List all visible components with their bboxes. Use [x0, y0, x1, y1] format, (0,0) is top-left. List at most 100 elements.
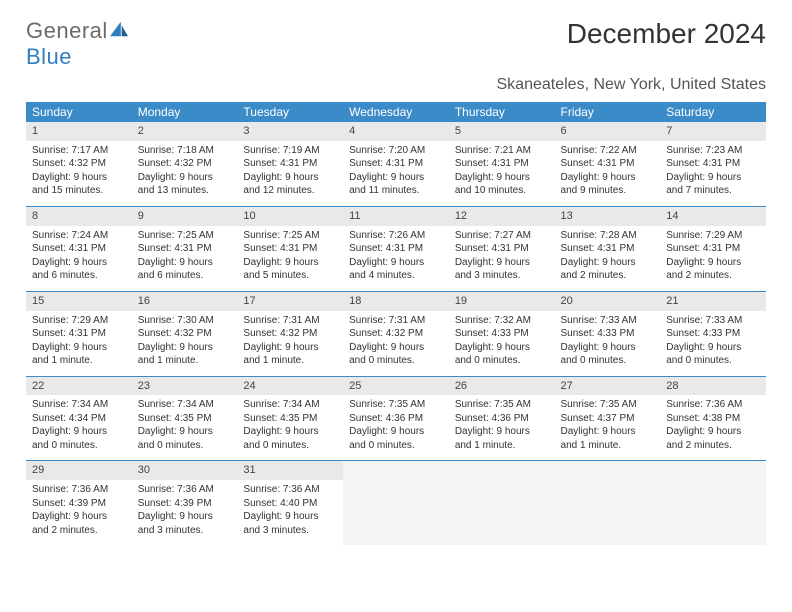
- daylight-text: Daylight: 9 hours and 11 minutes.: [349, 171, 443, 198]
- daylight-text: Daylight: 9 hours and 0 minutes.: [32, 425, 126, 452]
- calendar-cell: 27Sunrise: 7:35 AMSunset: 4:37 PMDayligh…: [555, 376, 661, 461]
- sunrise-text: Sunrise: 7:23 AM: [666, 144, 760, 158]
- day-body: Sunrise: 7:35 AMSunset: 4:36 PMDaylight:…: [449, 395, 555, 460]
- sunset-text: Sunset: 4:33 PM: [455, 327, 549, 341]
- calendar-cell: 17Sunrise: 7:31 AMSunset: 4:32 PMDayligh…: [237, 291, 343, 376]
- sunset-text: Sunset: 4:34 PM: [32, 412, 126, 426]
- sunset-text: Sunset: 4:31 PM: [666, 157, 760, 171]
- calendar-cell: 13Sunrise: 7:28 AMSunset: 4:31 PMDayligh…: [555, 206, 661, 291]
- calendar-cell: 6Sunrise: 7:22 AMSunset: 4:31 PMDaylight…: [555, 122, 661, 206]
- day-body: Sunrise: 7:22 AMSunset: 4:31 PMDaylight:…: [555, 141, 661, 206]
- day-number: 26: [449, 377, 555, 396]
- day-number: 9: [132, 207, 238, 226]
- day-body: Sunrise: 7:21 AMSunset: 4:31 PMDaylight:…: [449, 141, 555, 206]
- day-body: Sunrise: 7:36 AMSunset: 4:38 PMDaylight:…: [660, 395, 766, 460]
- day-number: 11: [343, 207, 449, 226]
- daylight-text: Daylight: 9 hours and 4 minutes.: [349, 256, 443, 283]
- daylight-text: Daylight: 9 hours and 2 minutes.: [561, 256, 655, 283]
- daylight-text: Daylight: 9 hours and 0 minutes.: [561, 341, 655, 368]
- day-body: Sunrise: 7:27 AMSunset: 4:31 PMDaylight:…: [449, 226, 555, 291]
- weekday-header-row: Sunday Monday Tuesday Wednesday Thursday…: [26, 102, 766, 122]
- daylight-text: Daylight: 9 hours and 6 minutes.: [138, 256, 232, 283]
- calendar-cell: 19Sunrise: 7:32 AMSunset: 4:33 PMDayligh…: [449, 291, 555, 376]
- calendar-cell: 18Sunrise: 7:31 AMSunset: 4:32 PMDayligh…: [343, 291, 449, 376]
- sunrise-text: Sunrise: 7:19 AM: [243, 144, 337, 158]
- sunset-text: Sunset: 4:32 PM: [32, 157, 126, 171]
- sunrise-text: Sunrise: 7:36 AM: [138, 483, 232, 497]
- day-number: 4: [343, 122, 449, 141]
- day-body: Sunrise: 7:19 AMSunset: 4:31 PMDaylight:…: [237, 141, 343, 206]
- day-body: Sunrise: 7:23 AMSunset: 4:31 PMDaylight:…: [660, 141, 766, 206]
- calendar-row: 22Sunrise: 7:34 AMSunset: 4:34 PMDayligh…: [26, 376, 766, 461]
- weekday-header: Tuesday: [237, 102, 343, 122]
- sunrise-text: Sunrise: 7:36 AM: [243, 483, 337, 497]
- day-number: 23: [132, 377, 238, 396]
- daylight-text: Daylight: 9 hours and 6 minutes.: [32, 256, 126, 283]
- sunset-text: Sunset: 4:36 PM: [455, 412, 549, 426]
- location-label: Skaneateles, New York, United States: [26, 76, 766, 94]
- calendar-cell: 28Sunrise: 7:36 AMSunset: 4:38 PMDayligh…: [660, 376, 766, 461]
- sunset-text: Sunset: 4:35 PM: [243, 412, 337, 426]
- calendar-cell: [449, 461, 555, 545]
- weekday-header: Thursday: [449, 102, 555, 122]
- daylight-text: Daylight: 9 hours and 2 minutes.: [32, 510, 126, 537]
- sunset-text: Sunset: 4:33 PM: [666, 327, 760, 341]
- day-number: 6: [555, 122, 661, 141]
- sunrise-text: Sunrise: 7:34 AM: [32, 398, 126, 412]
- sunrise-text: Sunrise: 7:35 AM: [455, 398, 549, 412]
- sunrise-text: Sunrise: 7:20 AM: [349, 144, 443, 158]
- calendar-row: 1Sunrise: 7:17 AMSunset: 4:32 PMDaylight…: [26, 122, 766, 206]
- daylight-text: Daylight: 9 hours and 1 minute.: [138, 341, 232, 368]
- sunrise-text: Sunrise: 7:17 AM: [32, 144, 126, 158]
- day-number: 31: [237, 461, 343, 480]
- daylight-text: Daylight: 9 hours and 15 minutes.: [32, 171, 126, 198]
- day-body: Sunrise: 7:36 AMSunset: 4:40 PMDaylight:…: [237, 480, 343, 545]
- calendar-cell: 5Sunrise: 7:21 AMSunset: 4:31 PMDaylight…: [449, 122, 555, 206]
- calendar-row: 15Sunrise: 7:29 AMSunset: 4:31 PMDayligh…: [26, 291, 766, 376]
- calendar-cell: 23Sunrise: 7:34 AMSunset: 4:35 PMDayligh…: [132, 376, 238, 461]
- calendar-cell: 2Sunrise: 7:18 AMSunset: 4:32 PMDaylight…: [132, 122, 238, 206]
- calendar-cell: 9Sunrise: 7:25 AMSunset: 4:31 PMDaylight…: [132, 206, 238, 291]
- sunrise-text: Sunrise: 7:36 AM: [666, 398, 760, 412]
- sunrise-text: Sunrise: 7:29 AM: [32, 314, 126, 328]
- day-body: Sunrise: 7:36 AMSunset: 4:39 PMDaylight:…: [26, 480, 132, 545]
- sunrise-text: Sunrise: 7:22 AM: [561, 144, 655, 158]
- day-number: 28: [660, 377, 766, 396]
- calendar-cell: [555, 461, 661, 545]
- calendar-cell: 12Sunrise: 7:27 AMSunset: 4:31 PMDayligh…: [449, 206, 555, 291]
- day-number: 15: [26, 292, 132, 311]
- day-body: Sunrise: 7:26 AMSunset: 4:31 PMDaylight:…: [343, 226, 449, 291]
- sunset-text: Sunset: 4:35 PM: [138, 412, 232, 426]
- sunset-text: Sunset: 4:31 PM: [666, 242, 760, 256]
- sunset-text: Sunset: 4:40 PM: [243, 497, 337, 511]
- day-body: Sunrise: 7:20 AMSunset: 4:31 PMDaylight:…: [343, 141, 449, 206]
- day-body: Sunrise: 7:33 AMSunset: 4:33 PMDaylight:…: [660, 311, 766, 376]
- sunset-text: Sunset: 4:31 PM: [349, 157, 443, 171]
- sunset-text: Sunset: 4:36 PM: [349, 412, 443, 426]
- daylight-text: Daylight: 9 hours and 2 minutes.: [666, 256, 760, 283]
- sunset-text: Sunset: 4:31 PM: [455, 242, 549, 256]
- calendar-cell: 20Sunrise: 7:33 AMSunset: 4:33 PMDayligh…: [555, 291, 661, 376]
- day-number: 27: [555, 377, 661, 396]
- sunrise-text: Sunrise: 7:25 AM: [138, 229, 232, 243]
- calendar-cell: 14Sunrise: 7:29 AMSunset: 4:31 PMDayligh…: [660, 206, 766, 291]
- calendar-row: 29Sunrise: 7:36 AMSunset: 4:39 PMDayligh…: [26, 461, 766, 545]
- sunset-text: Sunset: 4:32 PM: [243, 327, 337, 341]
- day-body: Sunrise: 7:34 AMSunset: 4:34 PMDaylight:…: [26, 395, 132, 460]
- daylight-text: Daylight: 9 hours and 0 minutes.: [243, 425, 337, 452]
- day-number: 7: [660, 122, 766, 141]
- daylight-text: Daylight: 9 hours and 12 minutes.: [243, 171, 337, 198]
- day-number: 19: [449, 292, 555, 311]
- calendar-cell: 26Sunrise: 7:35 AMSunset: 4:36 PMDayligh…: [449, 376, 555, 461]
- sunrise-text: Sunrise: 7:21 AM: [455, 144, 549, 158]
- sunrise-text: Sunrise: 7:27 AM: [455, 229, 549, 243]
- sunrise-text: Sunrise: 7:26 AM: [349, 229, 443, 243]
- day-number: 22: [26, 377, 132, 396]
- calendar-cell: 21Sunrise: 7:33 AMSunset: 4:33 PMDayligh…: [660, 291, 766, 376]
- sunset-text: Sunset: 4:31 PM: [349, 242, 443, 256]
- day-body: Sunrise: 7:35 AMSunset: 4:36 PMDaylight:…: [343, 395, 449, 460]
- day-number: 10: [237, 207, 343, 226]
- daylight-text: Daylight: 9 hours and 1 minute.: [32, 341, 126, 368]
- calendar-cell: 25Sunrise: 7:35 AMSunset: 4:36 PMDayligh…: [343, 376, 449, 461]
- day-number: 29: [26, 461, 132, 480]
